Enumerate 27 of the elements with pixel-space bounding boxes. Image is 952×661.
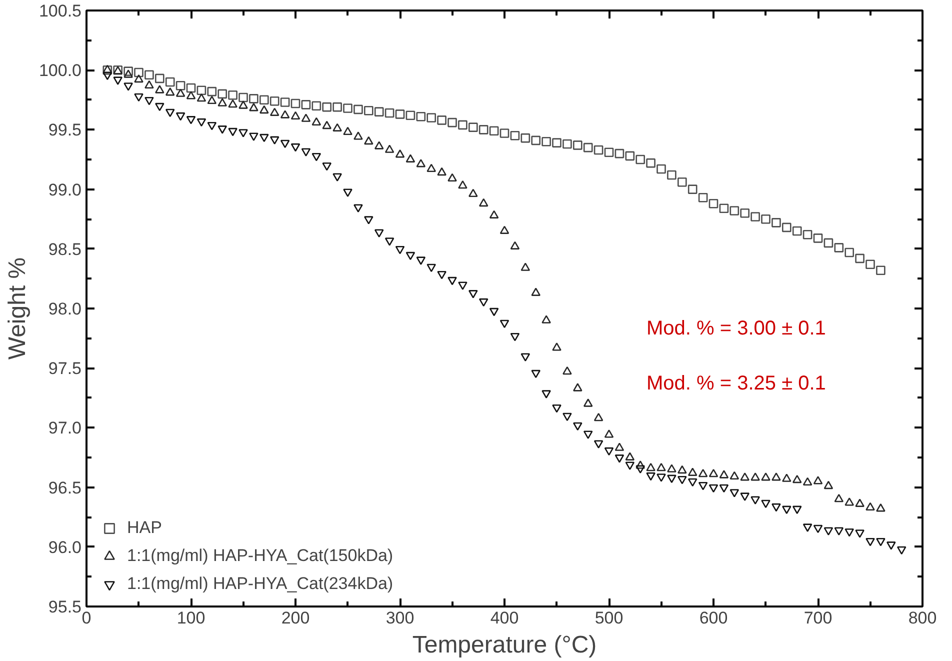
x-tick-label: 100 [176,608,206,628]
y-tick-label: 96.0 [48,538,82,557]
x-tick-label: 500 [594,608,624,628]
x-tick-label: 300 [386,608,414,628]
y-axis-title: Weight % [4,257,31,360]
y-tick-label: 96.5 [48,478,82,498]
y-tick-label: 99.5 [48,120,82,140]
x-tick-label: 400 [490,608,519,628]
x-tick-label: 200 [281,608,310,628]
y-tick-label: 98.0 [48,300,82,318]
legend-label: 1:1(mg/ml) HAP-HYA_Cat(150kDa) [127,545,394,567]
x-tick-label: 600 [699,608,728,628]
annotation: Mod. % = 3.25 ± 0.1 [646,372,826,394]
legend-label: 1:1(mg/ml) HAP-HYA_Cat(234kDa) [127,573,394,595]
y-tick-label: 95.5 [48,598,82,616]
y-tick-label: 97.0 [48,418,82,438]
y-tick-label: 99.0 [48,180,82,200]
annotation: Mod. % = 3.00 ± 0.1 [646,318,826,340]
y-tick-label: 100.0 [38,61,82,80]
y-tick-label: 97.5 [48,359,82,378]
x-tick-label: 0 [82,608,92,628]
x-tick-label: 800 [908,608,937,628]
x-axis-title: Temperature (°C) [412,632,597,658]
x-tick-label: 700 [804,608,832,628]
y-tick-label: 98.5 [48,240,82,259]
y-tick-label: 100.5 [38,2,82,20]
legend-label: HAP [127,517,162,539]
